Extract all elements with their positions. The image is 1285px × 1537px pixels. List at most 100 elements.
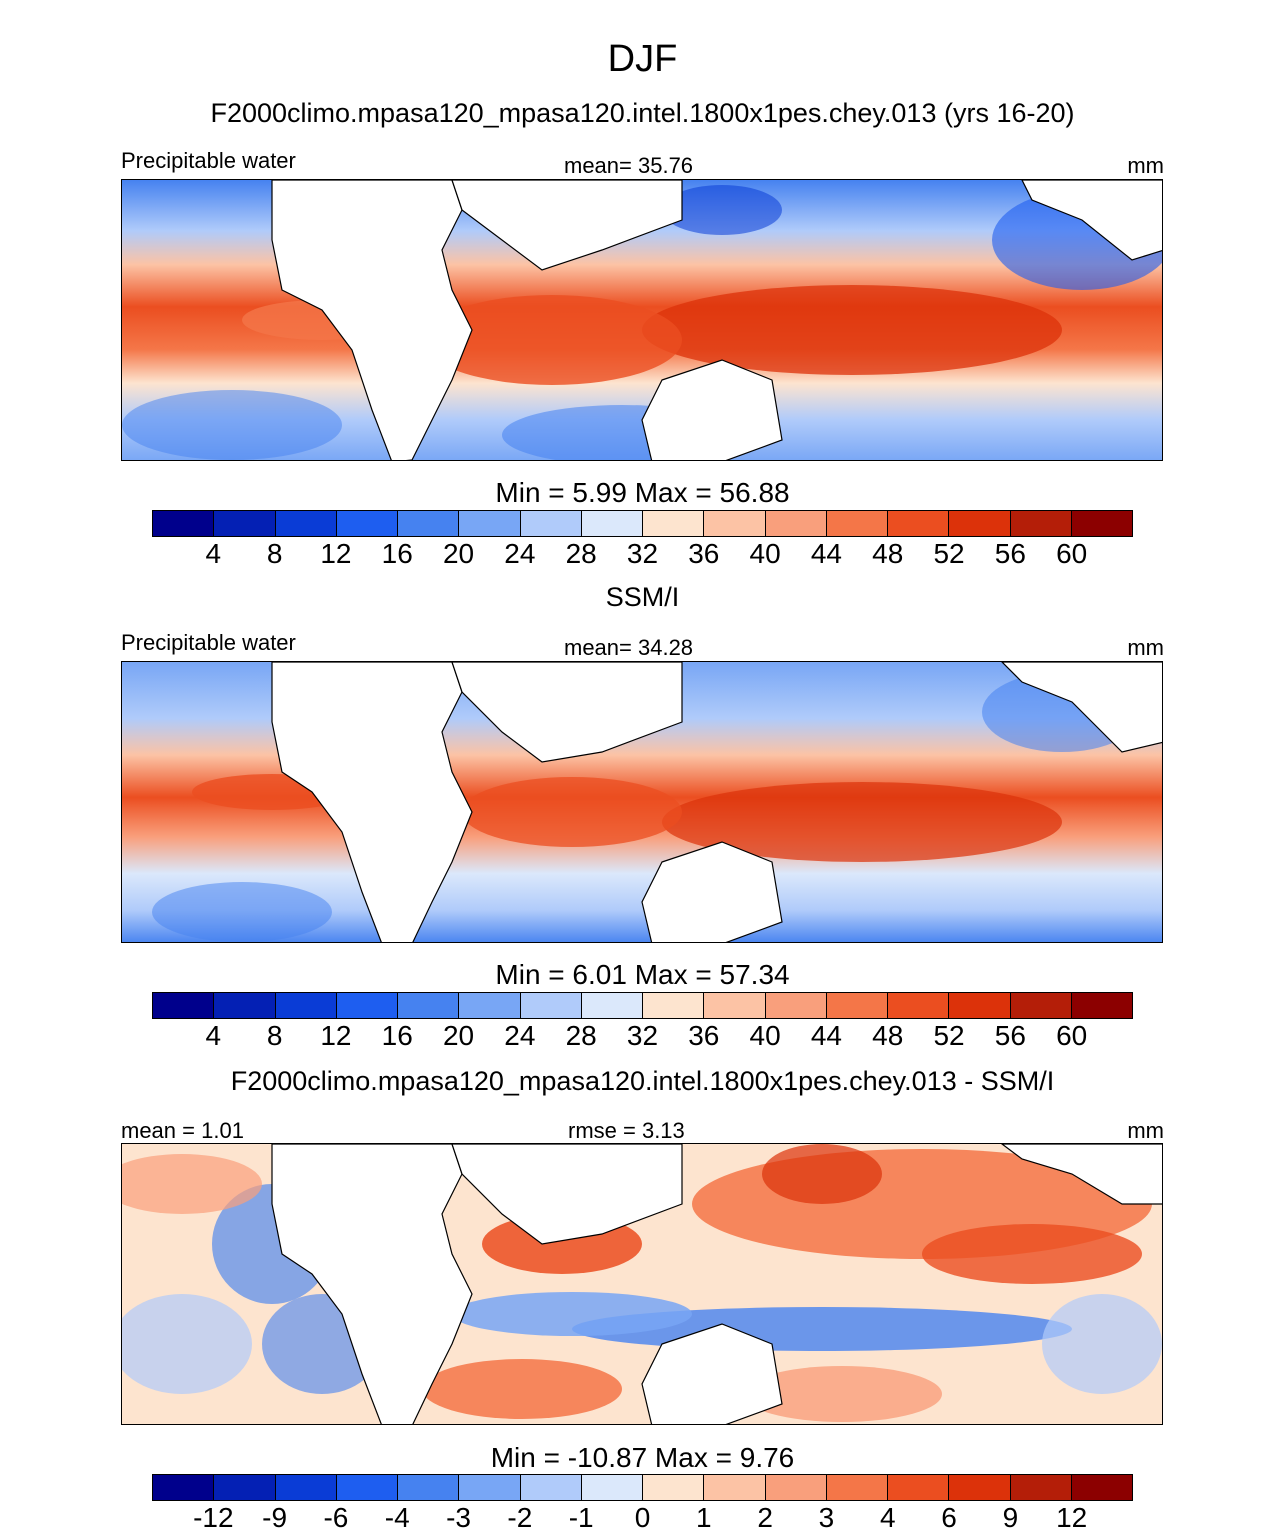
colorbar-segment — [214, 1475, 276, 1500]
colorbar-segment — [765, 993, 827, 1018]
colorbar-segment — [643, 1475, 705, 1500]
colorbar-segment — [520, 1475, 582, 1500]
colorbar-segment — [398, 1475, 460, 1500]
colorbar-segment — [704, 1475, 766, 1500]
colorbar-segment — [459, 993, 521, 1018]
colorbar-tick-label: 44 — [810, 538, 843, 569]
colorbar-tick-label: 48 — [872, 538, 904, 569]
colorbar-tick-label: -6 — [323, 1502, 349, 1533]
colorbar-segment — [581, 511, 643, 536]
figure-title: DJF — [607, 38, 678, 80]
panel-2-title: SSM/I — [605, 582, 680, 612]
colorbar-segment — [1010, 1475, 1072, 1500]
panel-2-colorbar-ticks: 4 8 12 16 20 24 28 32 36 40 44 48 52 56 60 — [152, 1020, 1133, 1054]
colorbar-segment — [826, 1475, 888, 1500]
colorbar-segment — [704, 511, 766, 536]
colorbar-tick-label: 24 — [504, 1020, 536, 1051]
colorbar-tick-label: 40 — [749, 538, 781, 569]
panel-3-title: F2000climo.mpasa120_mpasa120.intel.1800x… — [230, 1066, 1055, 1096]
panel-1-title: F2000climo.mpasa120_mpasa120.intel.1800x… — [210, 98, 1075, 128]
colorbar-segment — [336, 993, 398, 1018]
panel-1-map — [121, 179, 1163, 461]
colorbar-tick-label: 4 — [879, 1502, 896, 1533]
colorbar-segment — [459, 1475, 521, 1500]
colorbar-tick-label: -1 — [568, 1502, 594, 1533]
colorbar-tick-label: -9 — [262, 1502, 288, 1533]
colorbar-tick-label: 52 — [933, 1020, 965, 1051]
colorbar-segment — [888, 1475, 950, 1500]
colorbar-segment — [643, 993, 705, 1018]
colorbar-tick-label: 56 — [994, 1020, 1026, 1051]
colorbar-segment — [888, 511, 950, 536]
colorbar-segment — [949, 1475, 1011, 1500]
panel-2-mean-label: mean= 34.28 — [564, 635, 694, 660]
colorbar-segment — [459, 511, 521, 536]
panel-3-mean-label: mean = 1.01 — [121, 1118, 244, 1143]
colorbar-tick-label: -4 — [384, 1502, 410, 1533]
colorbar-segment — [1071, 511, 1132, 536]
colorbar-segment — [581, 1475, 643, 1500]
colorbar-segment — [153, 993, 215, 1018]
colorbar-segment — [336, 511, 398, 536]
colorbar-tick-label: 12 — [320, 538, 352, 569]
colorbar-segment — [765, 1475, 827, 1500]
colorbar-segment — [520, 511, 582, 536]
colorbar-segment — [398, 511, 460, 536]
colorbar-tick-label: 28 — [565, 538, 597, 569]
panel-2-colorbar — [152, 992, 1133, 1019]
colorbar-segment — [643, 511, 705, 536]
colorbar-tick-label: -12 — [193, 1502, 234, 1533]
colorbar-segment — [153, 511, 215, 536]
colorbar-tick-label: 60 — [1056, 538, 1088, 569]
panel-2-map — [121, 661, 1163, 943]
colorbar-tick-label: -2 — [507, 1502, 533, 1533]
colorbar-segment — [949, 511, 1011, 536]
colorbar-tick-label: 12 — [320, 1020, 352, 1051]
colorbar-tick-label: 9 — [1002, 1502, 1019, 1533]
colorbar-tick-label: 6 — [941, 1502, 957, 1533]
colorbar-tick-label: 44 — [810, 1020, 843, 1051]
colorbar-tick-label: 32 — [626, 538, 659, 569]
colorbar-tick-label: 24 — [504, 538, 536, 569]
colorbar-segment — [1071, 993, 1132, 1018]
colorbar-segment — [949, 993, 1011, 1018]
colorbar-segment — [214, 993, 276, 1018]
colorbar-tick-label: 20 — [442, 538, 475, 569]
colorbar-tick-label: 12 — [1056, 1502, 1088, 1533]
colorbar-tick-label: 2 — [757, 1502, 773, 1533]
panel-3-colorbar — [152, 1474, 1133, 1501]
panel-1-left-label: Precipitable water — [121, 148, 296, 173]
colorbar-tick-label: 1 — [696, 1502, 712, 1533]
colorbar-tick-label: 32 — [626, 1020, 659, 1051]
colorbar-tick-label: 20 — [442, 1020, 475, 1051]
panel-3-map — [121, 1143, 1163, 1425]
colorbar-segment — [826, 993, 888, 1018]
colorbar-segment — [1010, 511, 1072, 536]
colorbar-tick-label: 52 — [933, 538, 965, 569]
colorbar-tick-label: 4 — [205, 1020, 222, 1051]
colorbar-segment — [275, 511, 337, 536]
colorbar-tick-label: 4 — [205, 538, 222, 569]
colorbar-segment — [275, 993, 337, 1018]
colorbar-tick-label: 16 — [381, 1020, 413, 1051]
colorbar-segment — [704, 993, 766, 1018]
colorbar-tick-label: -3 — [446, 1502, 472, 1533]
colorbar-segment — [581, 993, 643, 1018]
colorbar-tick-label: 16 — [381, 538, 413, 569]
colorbar-tick-label: 56 — [994, 538, 1026, 569]
colorbar-tick-label: 3 — [818, 1502, 835, 1533]
panel-3-rmse-label: rmse = 3.13 — [568, 1118, 685, 1143]
panel-1-units: mm — [1127, 153, 1164, 178]
colorbar-segment — [398, 993, 460, 1018]
colorbar-tick-label: 36 — [688, 538, 720, 569]
colorbar-segment — [214, 511, 276, 536]
colorbar-tick-label: 8 — [266, 538, 283, 569]
colorbar-segment — [336, 1475, 398, 1500]
colorbar-tick-label: 0 — [634, 1502, 651, 1533]
colorbar-segment — [275, 1475, 337, 1500]
colorbar-tick-label: 40 — [749, 1020, 781, 1051]
panel-1-colorbar-ticks: 4 8 12 16 20 24 28 32 36 40 44 48 52 56 60 — [152, 538, 1133, 572]
panel-3-units: mm — [1127, 1118, 1164, 1143]
colorbar-tick-label: 60 — [1056, 1020, 1088, 1051]
panel-1-mean-label: mean= 35.76 — [564, 153, 694, 178]
